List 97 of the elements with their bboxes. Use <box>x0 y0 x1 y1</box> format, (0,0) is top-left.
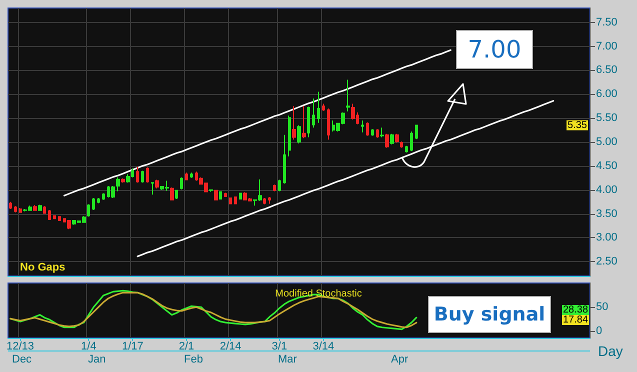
candlestick <box>292 106 296 140</box>
text: Feb <box>184 354 203 366</box>
y-tick-label: 7.50 <box>596 16 618 28</box>
candlestick <box>58 216 61 222</box>
text: Mar <box>278 354 298 366</box>
candlestick <box>376 128 379 138</box>
candlestick <box>385 133 389 148</box>
candlestick <box>175 189 178 200</box>
candlestick <box>180 176 183 190</box>
candlestick <box>38 204 42 212</box>
y-tick-label: 4.50 <box>596 160 618 172</box>
candlestick <box>214 189 218 201</box>
text: Dec <box>12 354 32 366</box>
candlestick <box>67 220 71 230</box>
candlestick <box>263 197 266 205</box>
text: Modified Stochastic <box>275 288 362 300</box>
candlestick <box>307 106 310 138</box>
candlestick <box>33 204 37 212</box>
candlestick <box>278 179 281 192</box>
text: Day <box>598 343 623 359</box>
candlestick <box>297 124 301 144</box>
candlestick <box>371 128 374 136</box>
y-tick-label: 4.00 <box>596 184 618 196</box>
candlestick <box>234 196 237 205</box>
candlestick <box>239 192 242 200</box>
candlestick <box>351 103 355 120</box>
candlestick <box>288 115 291 157</box>
candlestick <box>395 133 399 143</box>
candlestick <box>327 108 330 140</box>
y-tick-label: 50 <box>596 301 608 314</box>
candlestick <box>400 141 403 148</box>
candlestick <box>390 133 394 145</box>
candlestick <box>317 91 320 124</box>
candlestick <box>170 186 174 201</box>
candlestick <box>273 184 276 192</box>
candlestick <box>146 166 149 184</box>
x-tick-label: 2/1 <box>178 340 194 352</box>
x-tick-label: 12/13 <box>6 340 34 352</box>
x-tick-label: 1/4 <box>81 340 96 352</box>
candlestick <box>229 197 232 205</box>
candlestick <box>415 124 418 140</box>
candlestick <box>141 170 144 184</box>
text: Jan <box>88 354 106 366</box>
candlestick <box>102 192 105 200</box>
candlestick <box>116 176 120 192</box>
y-tick-label: 7.00 <box>596 40 618 52</box>
annotation: 17.84 <box>563 314 588 326</box>
text: Apr <box>391 354 408 366</box>
candlestick <box>121 178 125 184</box>
candlestick <box>111 186 115 198</box>
x-tick-label: 2/14 <box>220 340 242 352</box>
y-tick-label: 0 <box>596 325 602 338</box>
candlestick <box>151 182 154 196</box>
candlestick <box>87 204 90 218</box>
candlestick <box>346 79 350 112</box>
annotation: No Gaps <box>20 262 66 274</box>
candlestick <box>312 98 315 128</box>
candlestick <box>410 130 413 152</box>
candlestick <box>19 208 22 214</box>
candlestick <box>361 120 364 133</box>
candlestick <box>92 197 95 210</box>
candlestick <box>14 206 17 213</box>
candlestick <box>43 206 46 214</box>
candlestick <box>283 134 286 184</box>
annotation: Buy signal <box>434 304 546 326</box>
candlestick <box>380 127 384 138</box>
candlestick <box>97 197 100 204</box>
y-tick-label: 2.50 <box>596 256 618 268</box>
line-series <box>136 100 554 258</box>
candlestick <box>9 201 12 210</box>
x-tick-label: 1/17 <box>122 340 144 352</box>
candlestick <box>224 192 227 198</box>
x-tick-label: 3/14 <box>312 340 334 352</box>
candlestick <box>48 209 51 221</box>
y-tick-label: 5.50 <box>596 112 618 124</box>
annotation: 7.00 <box>468 36 522 64</box>
y-tick-label: 6.50 <box>596 64 618 76</box>
y-tick-label: 6.00 <box>596 88 618 100</box>
candlestick <box>185 172 188 181</box>
candlestick <box>155 179 159 189</box>
y-tick-label: 5.00 <box>596 136 618 148</box>
candlestick <box>268 196 271 204</box>
candlestick <box>209 188 213 192</box>
candlestick <box>136 166 139 184</box>
annotation: 28.38 <box>563 304 588 316</box>
candlestick <box>53 214 56 220</box>
y-tick-label: 3.00 <box>596 232 618 244</box>
candlestick <box>405 145 408 154</box>
line-series <box>63 49 452 196</box>
candlestick <box>219 190 222 200</box>
annotation: 5.35 <box>568 120 588 131</box>
candlestick <box>366 122 369 136</box>
x-tick-label: 3/1 <box>272 340 288 352</box>
y-tick-label: 3.50 <box>596 208 618 220</box>
candlestick <box>302 106 306 139</box>
candlestick <box>322 103 325 112</box>
candlestick <box>190 172 193 178</box>
